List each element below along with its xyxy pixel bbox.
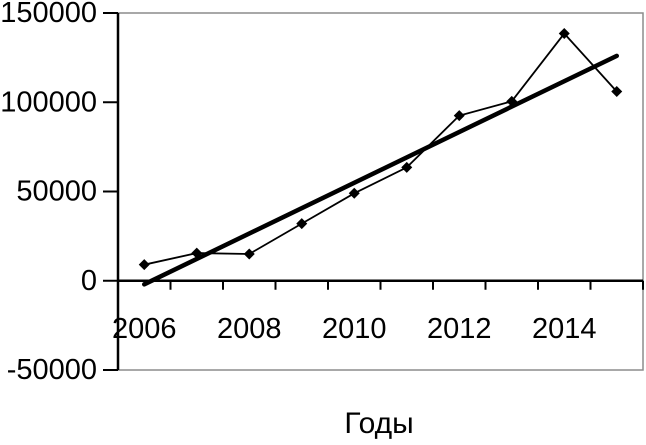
data-point-marker bbox=[348, 187, 360, 199]
y-axis-tick-label: -50000 bbox=[7, 354, 97, 386]
data-point-marker bbox=[453, 110, 465, 122]
data-point-marker bbox=[401, 161, 413, 173]
data-point-marker bbox=[296, 218, 308, 230]
data-point-marker bbox=[243, 248, 255, 260]
y-axis-tick-label: 150000 bbox=[0, 0, 97, 29]
data-point-marker bbox=[138, 259, 150, 271]
x-axis-tick-label: 2008 bbox=[217, 313, 282, 345]
data-point-marker bbox=[558, 28, 570, 40]
x-axis-tick-label: 2006 bbox=[112, 313, 177, 345]
trend-line bbox=[142, 53, 619, 287]
data-point-marker bbox=[611, 86, 623, 98]
y-axis-tick-label: 50000 bbox=[16, 176, 97, 208]
data-point-marker bbox=[191, 247, 203, 259]
series-line bbox=[144, 32, 618, 266]
x-axis-tick-label: 2012 bbox=[427, 313, 492, 345]
y-axis-tick-label: 0 bbox=[81, 265, 97, 297]
data-point-marker bbox=[506, 95, 518, 107]
x-axis-tick-label: 2010 bbox=[322, 313, 387, 345]
y-axis-tick-label: 100000 bbox=[0, 86, 97, 118]
x-axis-tick-label: 2014 bbox=[532, 313, 597, 345]
x-axis-title: Годы bbox=[344, 407, 413, 440]
